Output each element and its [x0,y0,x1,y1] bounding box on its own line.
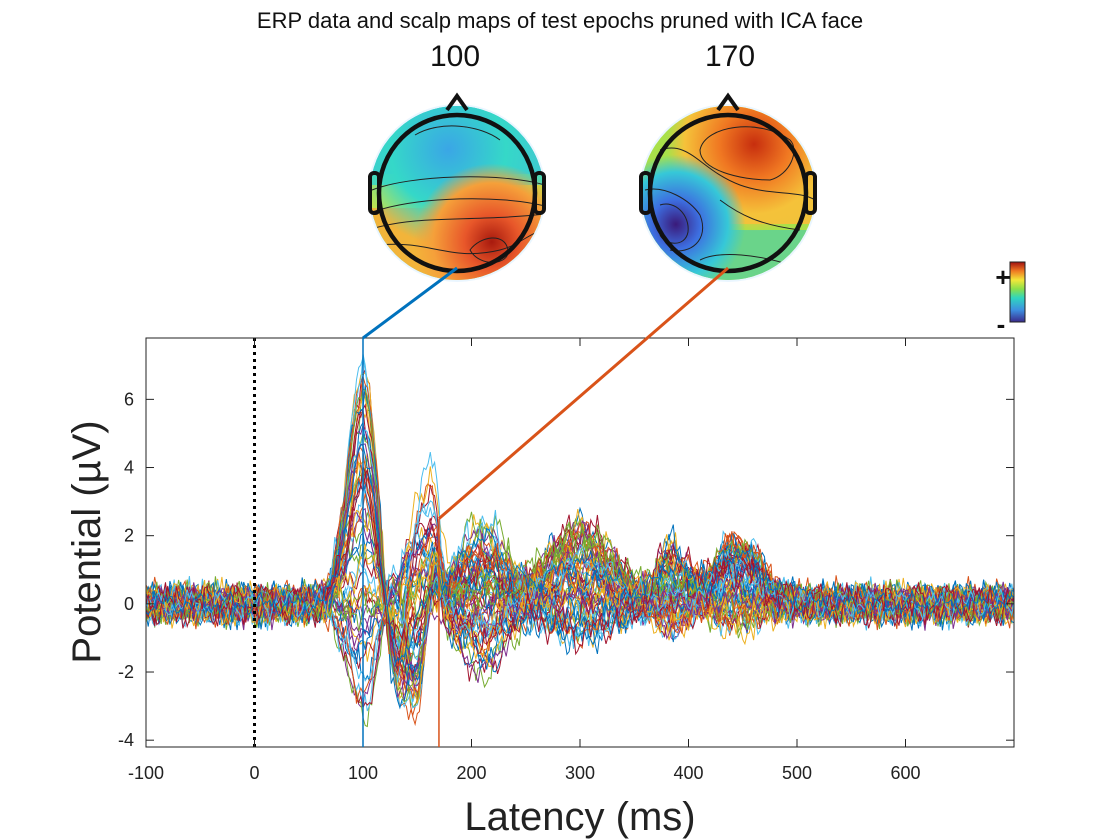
channel-trace [146,543,1014,682]
x-tick-label: 600 [890,763,920,783]
x-axis-label: Latency (ms) [464,795,695,839]
latency-connector-line [437,266,729,520]
channel-trace [146,387,1014,703]
scalp-map-latency-label-170: 170 [704,40,756,73]
nose-icon [445,92,469,112]
colorbar: + - [995,261,1026,339]
figure-title: ERP data and scalp maps of test epochs p… [256,8,864,33]
head-outline [376,112,538,274]
y-tick-label: 4 [124,458,134,478]
channel-trace [146,534,1014,664]
y-axis-ticks: -4 -2 0 2 4 6 [118,389,1014,750]
x-tick-label: 300 [565,763,595,783]
latency-connector-line [362,266,458,340]
y-tick-label: 0 [124,594,134,614]
x-tick-label: -100 [128,763,164,783]
y-tick-label: -2 [118,662,134,682]
y-tick-label: -4 [118,730,134,750]
x-tick-label: 100 [348,763,378,783]
x-tick-label: 0 [249,763,259,783]
channel-trace [146,444,1014,664]
x-tick-label: 500 [782,763,812,783]
x-tick-label: 200 [456,763,486,783]
erp-plot: -100 0 100 200 300 400 500 600 -4 -2 0 2 4 6 Latency… [65,337,1015,839]
colorbar-minus-label: - [997,309,1006,339]
scalp-map-170 [639,92,817,282]
x-axis-ticks: -100 0 100 200 300 400 500 600 [128,338,921,783]
x-tick-label: 400 [673,763,703,783]
y-tick-label: 2 [124,526,134,546]
colorbar-gradient [1009,261,1026,323]
scalp-map-latency-label-100: 100 [429,40,481,73]
head-outline [647,112,809,274]
nose-icon [716,92,740,112]
latency-connectors [362,266,729,747]
y-tick-label: 6 [124,389,134,409]
channel-trace [146,523,1014,709]
channel-traces [146,353,1014,728]
channel-trace [146,468,1014,656]
y-axis-label: Potential (µV) [65,420,109,663]
colorbar-plus-label: + [995,262,1010,292]
scalp-map-100 [368,92,546,282]
